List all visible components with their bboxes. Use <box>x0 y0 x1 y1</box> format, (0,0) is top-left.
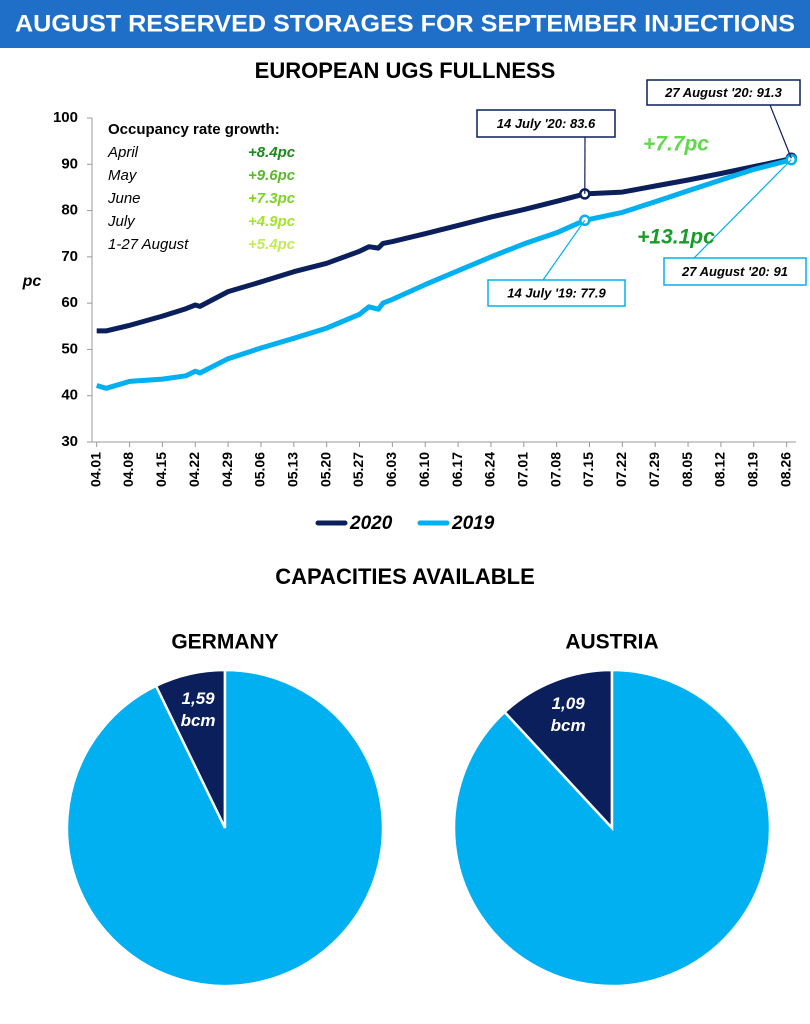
annotation-text: 27 August '20: 91 <box>681 264 788 279</box>
growth-label: May <box>108 167 138 184</box>
header-title: AUGUST RESERVED STORAGES FOR SEPTEMBER I… <box>15 10 795 37</box>
x-tick-label: 08.19 <box>744 452 760 487</box>
growth-value: +8.4pc <box>248 144 296 161</box>
x-tick-label: 07.01 <box>514 452 530 487</box>
annotation-box <box>646 79 801 106</box>
x-tick-label: 06.24 <box>482 452 498 487</box>
growth-label: 1-27 August <box>108 236 189 253</box>
annotation-leader <box>693 159 792 259</box>
y-tick-label: 40 <box>61 387 78 404</box>
callout: +7.7pc <box>643 133 709 156</box>
pie-title: AUSTRIA <box>565 631 658 654</box>
annotation-text: 27 August '20: 91.3 <box>664 85 783 100</box>
x-tick-label: 06.10 <box>416 452 432 487</box>
legend-label: 2019 <box>451 513 495 534</box>
x-tick-label: 06.17 <box>449 452 465 487</box>
y-tick-label: 70 <box>61 248 78 265</box>
x-tick-label: 04.01 <box>87 452 103 487</box>
x-tick-label: 04.22 <box>186 452 202 487</box>
x-tick-label: 07.29 <box>646 452 662 487</box>
growth-label: April <box>107 144 139 161</box>
series-line <box>95 157 792 391</box>
annotation-leader <box>542 219 586 281</box>
annotation-text: 14 July '19: 77.9 <box>507 285 606 300</box>
growth-value: +9.6pc <box>248 167 296 184</box>
growth-value: +5.4pc <box>248 236 296 253</box>
x-tick-label: 04.29 <box>219 452 235 487</box>
annotation-box <box>476 109 616 138</box>
x-tick-label: 08.05 <box>679 452 695 487</box>
growth-label: July <box>107 213 136 230</box>
pie-value-label: 1,59 bcm <box>181 689 216 730</box>
x-tick-label: 08.26 <box>777 452 793 487</box>
annotation-leader <box>769 104 792 159</box>
y-tick-label: 100 <box>53 109 78 126</box>
callout: +13.1pc <box>637 226 715 249</box>
y-tick-label: 50 <box>61 340 78 357</box>
x-tick-label: 07.15 <box>580 452 596 487</box>
x-tick-label: 05.06 <box>252 452 268 487</box>
pie-slice <box>452 668 772 988</box>
growth-value: +4.9pc <box>248 213 296 230</box>
chart-title: EUROPEAN UGS FULLNESS <box>255 58 556 83</box>
y-tick-label: 60 <box>61 294 78 311</box>
y-tick-label: 80 <box>61 202 78 219</box>
legend-label: 2020 <box>349 513 393 534</box>
series-line <box>96 155 793 334</box>
x-tick-label: 05.13 <box>285 452 301 487</box>
x-tick-label: 07.22 <box>613 452 629 487</box>
section-title: CAPACITIES AVAILABLE <box>275 564 535 589</box>
growth-value: +7.3pc <box>248 190 296 207</box>
growth-title: Occupancy rate growth: <box>108 121 280 138</box>
y-axis-label: pc <box>22 273 42 290</box>
pie-value-label: 1,09 bcm <box>551 695 586 736</box>
header-bar <box>0 0 810 48</box>
annotation-box <box>487 279 626 307</box>
annotation-box <box>663 257 807 286</box>
y-tick-label: 90 <box>61 155 78 172</box>
pie-title: GERMANY <box>171 631 278 654</box>
x-tick-label: 07.08 <box>547 452 563 487</box>
x-tick-label: 05.20 <box>317 452 333 487</box>
x-tick-label: 05.27 <box>350 452 366 487</box>
pie-slice <box>65 668 385 988</box>
annotation-text: 14 July '20: 83.6 <box>497 116 596 131</box>
x-tick-label: 04.15 <box>153 452 169 487</box>
x-tick-label: 04.08 <box>120 452 136 487</box>
y-tick-label: 30 <box>61 433 78 450</box>
x-tick-label: 08.12 <box>712 452 728 487</box>
x-tick-label: 06.03 <box>383 452 399 487</box>
growth-label: June <box>107 190 141 207</box>
pie-slice <box>502 668 614 832</box>
